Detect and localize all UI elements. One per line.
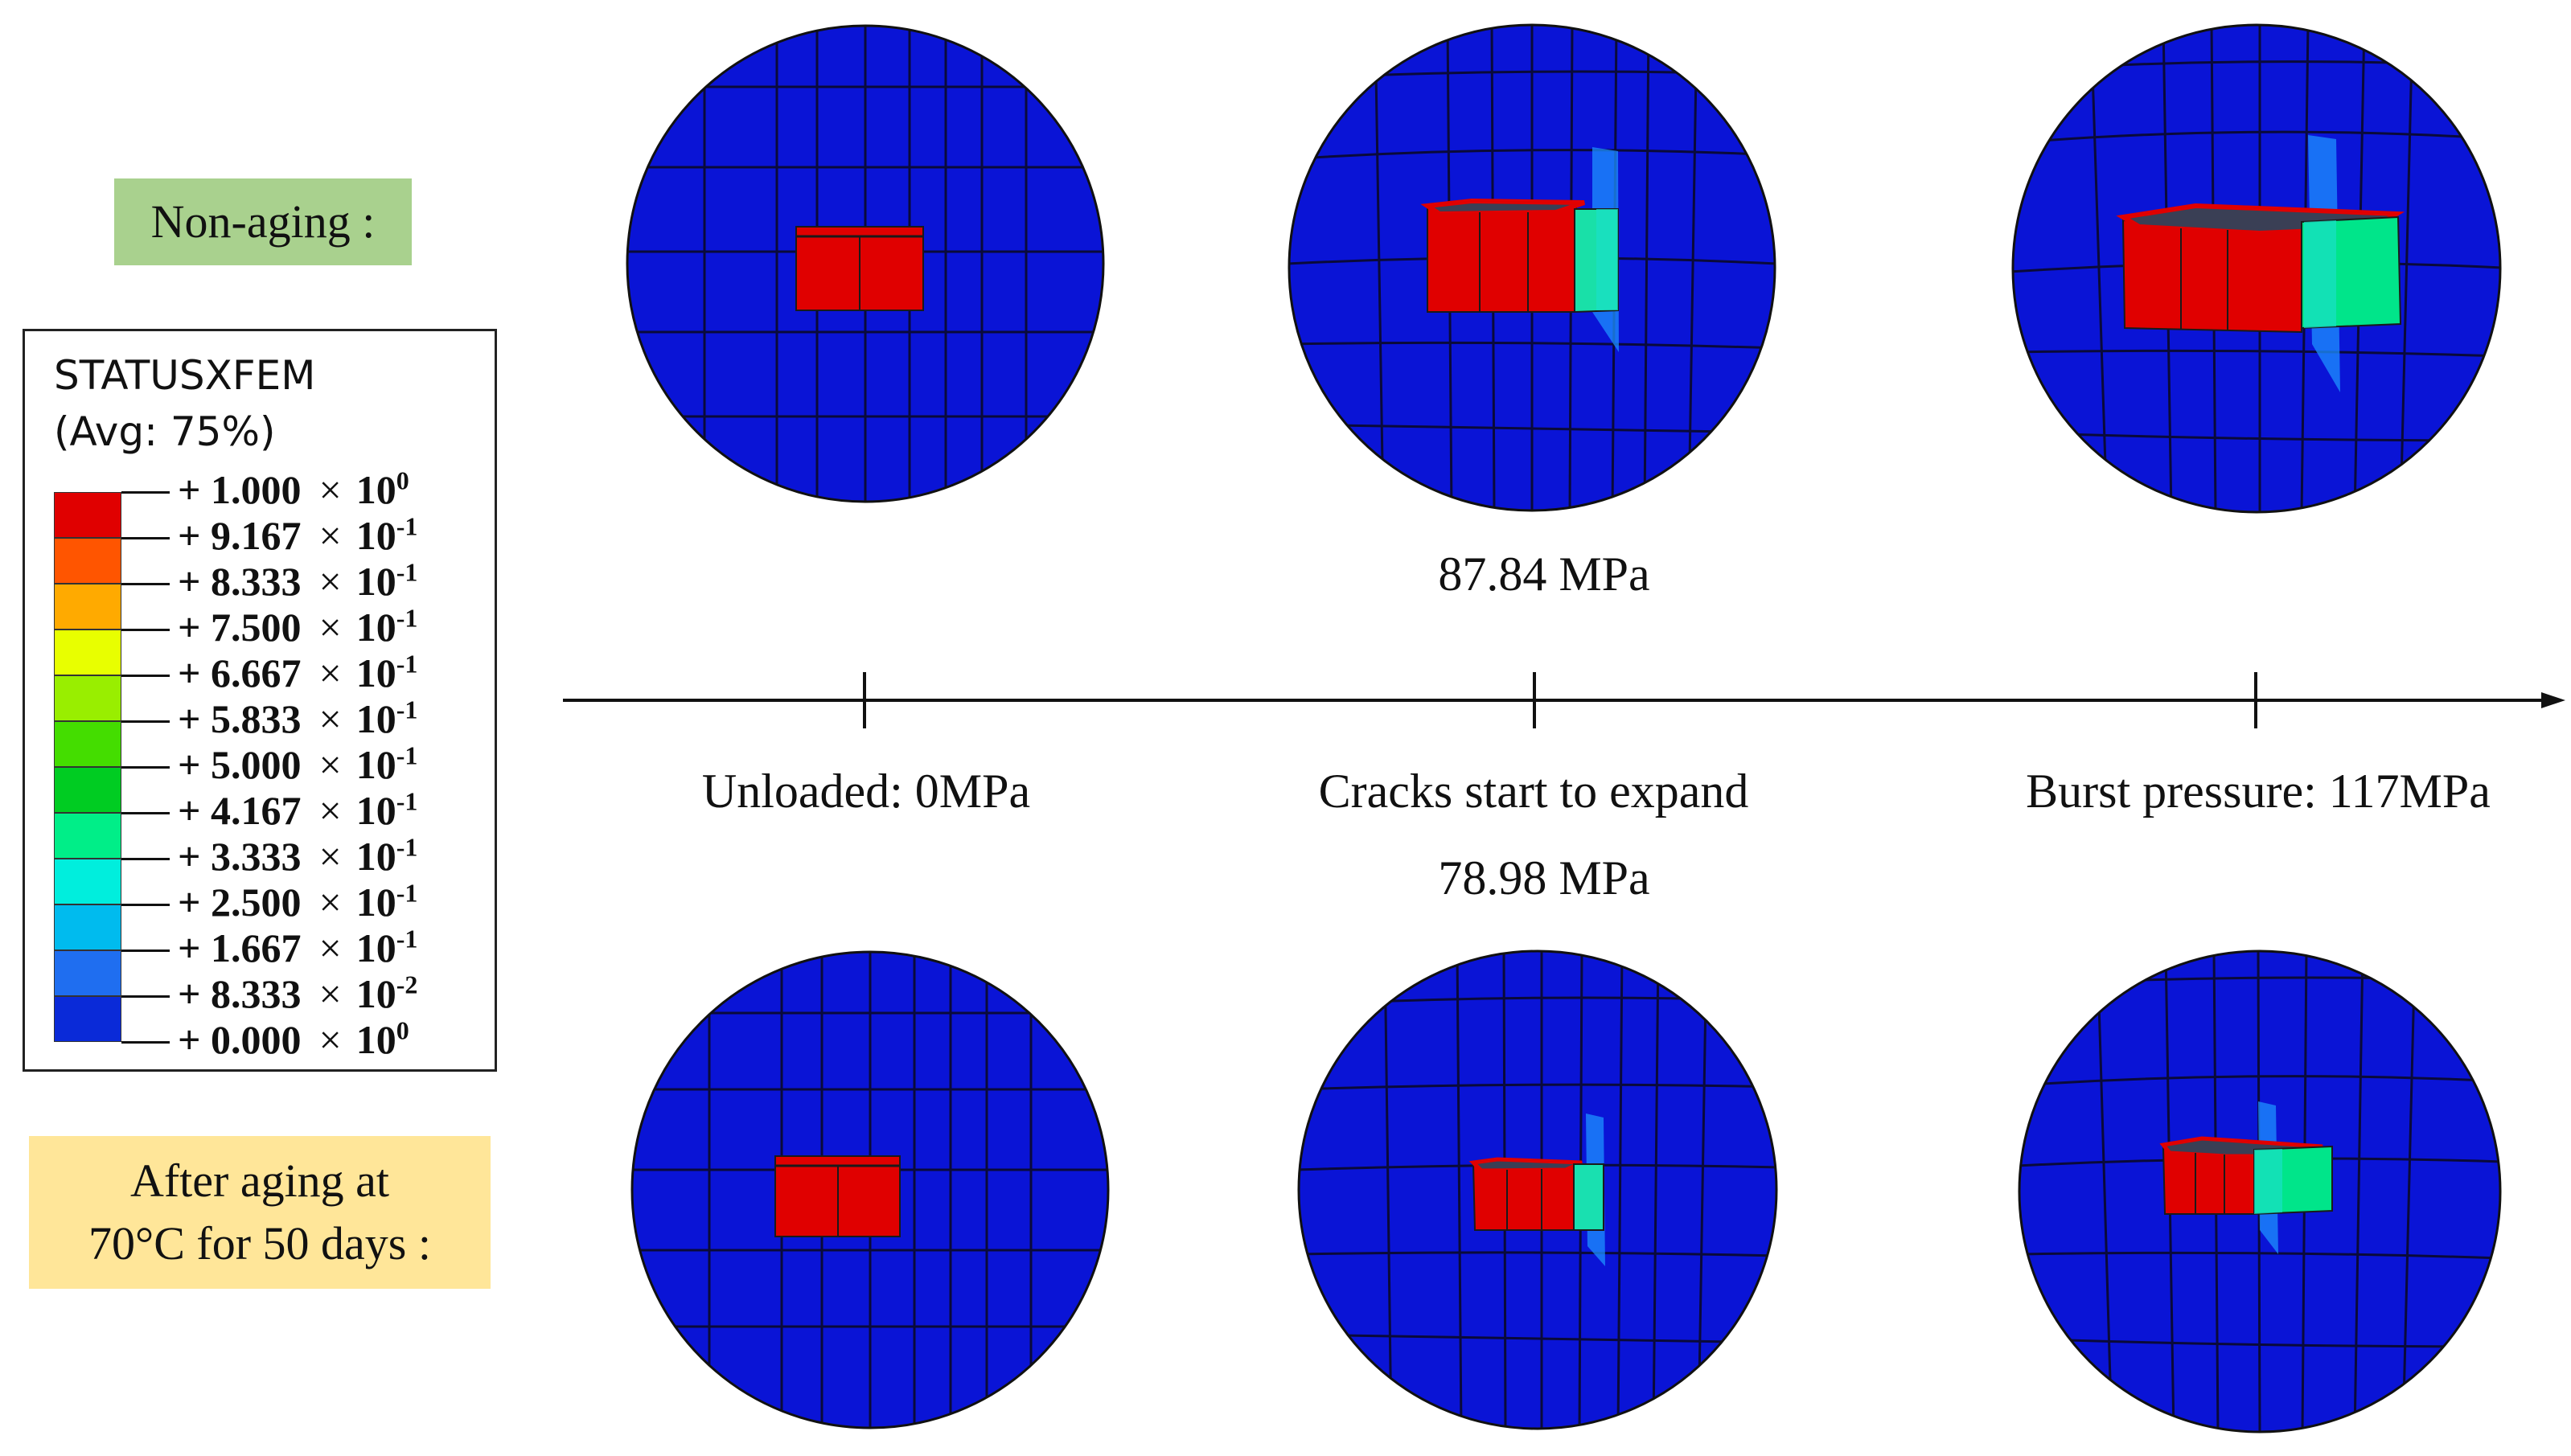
legend-tick — [121, 949, 170, 952]
legend-value: + 1.667 × 10-1 — [178, 924, 418, 970]
legend-value: + 9.167 × 10-1 — [178, 511, 418, 558]
legend-swatch — [54, 538, 121, 584]
burst-pressure-label: Burst pressure: 117MPa — [2026, 765, 2491, 818]
legend-value: + 4.167 × 10-1 — [178, 786, 418, 833]
legend-swatch — [54, 492, 121, 538]
legend-tick — [121, 1041, 170, 1044]
legend-tick — [121, 995, 170, 998]
legend-swatch — [54, 813, 121, 859]
non-aging-label-text: Non-aging : — [150, 195, 376, 248]
legend-swatch — [54, 721, 121, 767]
non-aging-crack-pressure: 87.84 MPa — [1438, 548, 1650, 601]
timeline-axis — [563, 672, 2565, 728]
after-aging-label-line2: 70°C for 50 days : — [88, 1217, 431, 1269]
legend-swatch — [54, 859, 121, 904]
panel-aged-crack-start — [1297, 949, 1778, 1430]
legend-tick — [121, 858, 170, 860]
crack-start-label: Cracks start to expand — [1318, 765, 1749, 818]
legend-swatch — [54, 675, 121, 721]
legend-swatch — [54, 950, 121, 996]
panel-aged-unloaded — [630, 950, 1110, 1429]
after-aging-label-line1: After aging at — [129, 1154, 390, 1207]
legend-value: + 5.000 × 10-1 — [178, 740, 418, 787]
legend-swatch — [54, 630, 121, 675]
legend-subtitle: (Avg: 75%) — [54, 408, 276, 455]
aged-crack-pressure: 78.98 MPa — [1438, 851, 1650, 904]
legend-tick — [121, 812, 170, 814]
legend-value: + 0.000 × 100 — [178, 1015, 409, 1062]
legend-tick — [121, 675, 170, 677]
legend-value: + 2.500 × 10-1 — [178, 878, 418, 925]
non-aging-label: Non-aging : — [114, 178, 412, 265]
legend-value: + 1.000 × 100 — [178, 466, 409, 512]
legend-tick — [121, 904, 170, 906]
panel-non-aging-unloaded — [626, 24, 1105, 503]
legend-tick — [121, 491, 170, 494]
legend-value: + 8.333 × 10-2 — [178, 970, 418, 1016]
contour-legend: STATUSXFEM (Avg: 75%) + 1.000 × 100 + 9.167… — [23, 329, 497, 1072]
after-aging-label: After aging at 70°C for 50 days : — [29, 1136, 491, 1289]
unloaded-label: Unloaded: 0MPa — [701, 765, 1031, 818]
legend-value: + 7.500 × 10-1 — [178, 603, 418, 650]
legend-tick — [121, 537, 170, 539]
legend-swatch — [54, 584, 121, 630]
panel-non-aging-crack-start — [1288, 23, 1776, 512]
legend-tick — [121, 629, 170, 631]
legend-swatch — [54, 767, 121, 813]
legend-swatch — [54, 996, 121, 1042]
legend-tick — [121, 720, 170, 723]
legend-tick — [121, 583, 170, 585]
legend-swatch — [54, 904, 121, 950]
legend-value: + 3.333 × 10-1 — [178, 832, 418, 879]
panel-non-aging-burst — [2011, 23, 2502, 514]
panel-aged-burst — [2018, 949, 2502, 1433]
legend-value: + 5.833 × 10-1 — [178, 695, 418, 741]
legend-value: + 6.667 × 10-1 — [178, 649, 418, 695]
legend-title: STATUSXFEM — [54, 352, 316, 399]
legend-tick — [121, 766, 170, 769]
legend-value: + 8.333 × 10-1 — [178, 557, 418, 604]
